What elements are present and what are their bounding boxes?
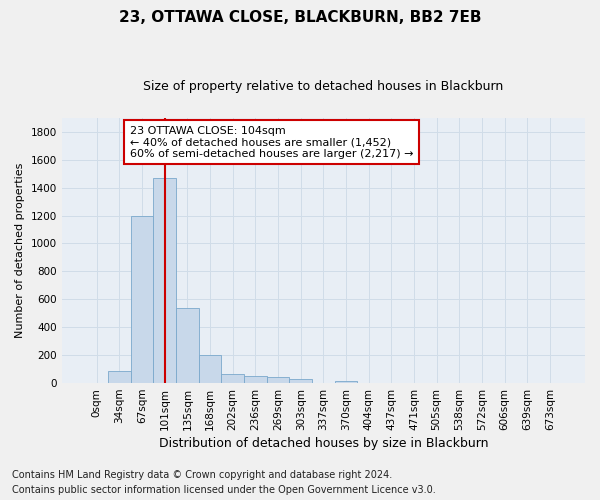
Text: Contains public sector information licensed under the Open Government Licence v3: Contains public sector information licen… (12, 485, 436, 495)
X-axis label: Distribution of detached houses by size in Blackburn: Distribution of detached houses by size … (158, 437, 488, 450)
Bar (289, 379, 312, 383)
Bar (266, 378, 289, 383)
Bar (154, 178, 176, 383)
Bar (221, 374, 244, 383)
Bar (131, 216, 154, 383)
Bar (176, 308, 199, 383)
Text: Contains HM Land Registry data © Crown copyright and database right 2024.: Contains HM Land Registry data © Crown c… (12, 470, 392, 480)
Bar (335, 381, 358, 383)
Bar (244, 376, 266, 383)
Text: 23, OTTAWA CLOSE, BLACKBURN, BB2 7EB: 23, OTTAWA CLOSE, BLACKBURN, BB2 7EB (119, 10, 481, 25)
Y-axis label: Number of detached properties: Number of detached properties (15, 162, 25, 338)
Bar (199, 355, 221, 383)
Text: 23 OTTAWA CLOSE: 104sqm
← 40% of detached houses are smaller (1,452)
60% of semi: 23 OTTAWA CLOSE: 104sqm ← 40% of detache… (130, 126, 413, 159)
Title: Size of property relative to detached houses in Blackburn: Size of property relative to detached ho… (143, 80, 503, 93)
Bar (108, 370, 131, 383)
